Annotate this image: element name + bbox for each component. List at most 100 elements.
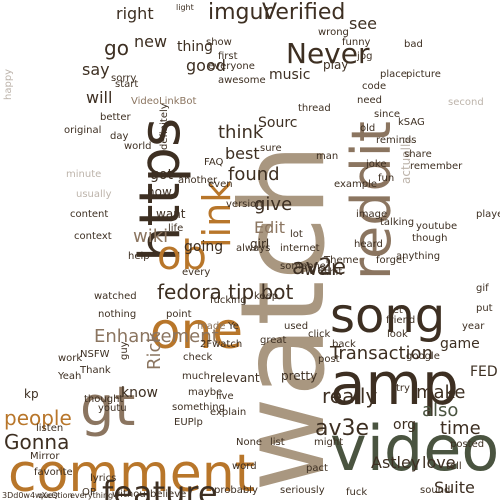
word-day: day: [110, 131, 129, 142]
word-make: make: [416, 382, 466, 403]
word-much: much: [182, 371, 210, 382]
word-bad: bad: [404, 39, 423, 50]
word-time: time: [440, 418, 481, 439]
word-minute: minute: [66, 169, 102, 180]
word-look: look: [387, 329, 408, 340]
word-year: year: [462, 321, 485, 332]
word-joke: joke: [366, 159, 387, 170]
word-gt: gt: [80, 375, 136, 438]
word-world: world: [124, 141, 152, 152]
word-rick: Rick: [144, 332, 165, 370]
word-ye: Ye: [228, 321, 239, 332]
word-talking: talking: [380, 217, 415, 228]
word-verified: Verified: [262, 0, 346, 25]
word-youtu: youtu: [98, 403, 127, 414]
word-check: check: [183, 352, 213, 363]
word-funny: funny: [342, 37, 371, 48]
word-always: always: [236, 243, 271, 254]
word-sourc: Sourc: [258, 115, 298, 131]
word-image: image: [356, 209, 388, 220]
word-game: game: [440, 336, 480, 352]
word-new: new: [134, 32, 168, 51]
word-amp: amp: [330, 350, 459, 418]
word-everyone: everyone: [208, 61, 255, 72]
word-maybe: maybe: [188, 387, 223, 398]
word-kp: kp: [24, 387, 39, 401]
word-version: version: [226, 199, 263, 210]
word-found: found: [228, 164, 280, 185]
word-point: point: [166, 309, 192, 320]
word-help: help: [128, 251, 150, 262]
word-love: love: [422, 453, 456, 472]
word-tell: tell: [446, 461, 462, 472]
word-av3e: av3e: [315, 416, 370, 441]
word-every: every: [182, 267, 211, 278]
word-people: people: [4, 406, 72, 430]
word-thread: thread: [298, 103, 331, 114]
word-player: player: [476, 209, 500, 220]
word-used: used: [284, 321, 309, 332]
word-see: see: [349, 14, 378, 33]
word-theme: Theme: [324, 255, 359, 266]
word-never: Never: [286, 37, 370, 70]
word-astley: Astley: [371, 453, 421, 472]
word-3dd0w4wxcq: 3Dd0w4wXcQ: [2, 491, 58, 500]
word-content: content: [70, 209, 109, 220]
word-heard: heard: [354, 239, 383, 250]
word-suite: Suite: [434, 478, 475, 497]
word-something: something: [172, 402, 225, 413]
word-back: back: [332, 339, 356, 350]
word-explain: explain: [210, 407, 247, 418]
word-go: go: [104, 36, 129, 60]
word-best: best: [225, 144, 260, 163]
word-favorite: favorite: [34, 467, 73, 478]
word-also: also: [422, 400, 459, 421]
word-watched: watched: [94, 291, 137, 302]
word-first: first: [218, 51, 238, 62]
word-thing: thing: [177, 39, 214, 55]
word-second: second: [448, 97, 484, 108]
word-another: another: [178, 175, 218, 186]
word-show: show: [206, 37, 232, 48]
word-fed: FED: [470, 364, 498, 380]
word-posted: posted: [450, 439, 485, 450]
word-need: need: [357, 95, 382, 106]
word-fedora-tip-bot: fedora tip bot: [157, 280, 294, 304]
word-click: click: [308, 329, 331, 340]
word-anything: anything: [396, 251, 441, 262]
word-someone: someone: [280, 261, 326, 272]
word-lot: lot: [290, 229, 303, 240]
word-start: start: [115, 79, 139, 90]
word-right: right: [116, 4, 154, 23]
word-videolinkbot: VideoLinkBot: [131, 96, 197, 107]
word-say: say: [82, 60, 110, 79]
word-word: word: [232, 461, 257, 472]
word-av2e: av2e: [292, 255, 347, 280]
word-try: try: [396, 383, 410, 394]
word-light: light: [176, 3, 194, 12]
word-made: made: [197, 321, 226, 332]
word-old: old: [360, 123, 376, 134]
word-place: place: [380, 69, 407, 80]
word-good: good: [186, 56, 226, 75]
word-listen: listen: [36, 423, 64, 434]
word-pretty: pretty: [281, 369, 318, 383]
word-feature: feature: [102, 474, 218, 500]
word-2fwatch: 2Fwatch: [200, 339, 243, 350]
word-context: context: [74, 231, 112, 242]
word-even: even: [208, 179, 233, 190]
word-happy: happy: [3, 68, 14, 100]
word-since: since: [374, 109, 400, 120]
word-yeah: Yeah: [58, 371, 82, 382]
word-sure: sure: [260, 143, 282, 154]
word-really: really: [322, 384, 378, 408]
word-example: example: [334, 179, 378, 190]
word-mirror: Mirror: [30, 451, 60, 462]
word-transaction: Transaction: [330, 343, 433, 364]
word-comment: comment: [8, 444, 256, 500]
word-ksag: kSAG: [398, 117, 425, 128]
word-google: google: [406, 351, 440, 362]
word-well: well: [304, 260, 336, 279]
word-share: share: [404, 149, 432, 160]
